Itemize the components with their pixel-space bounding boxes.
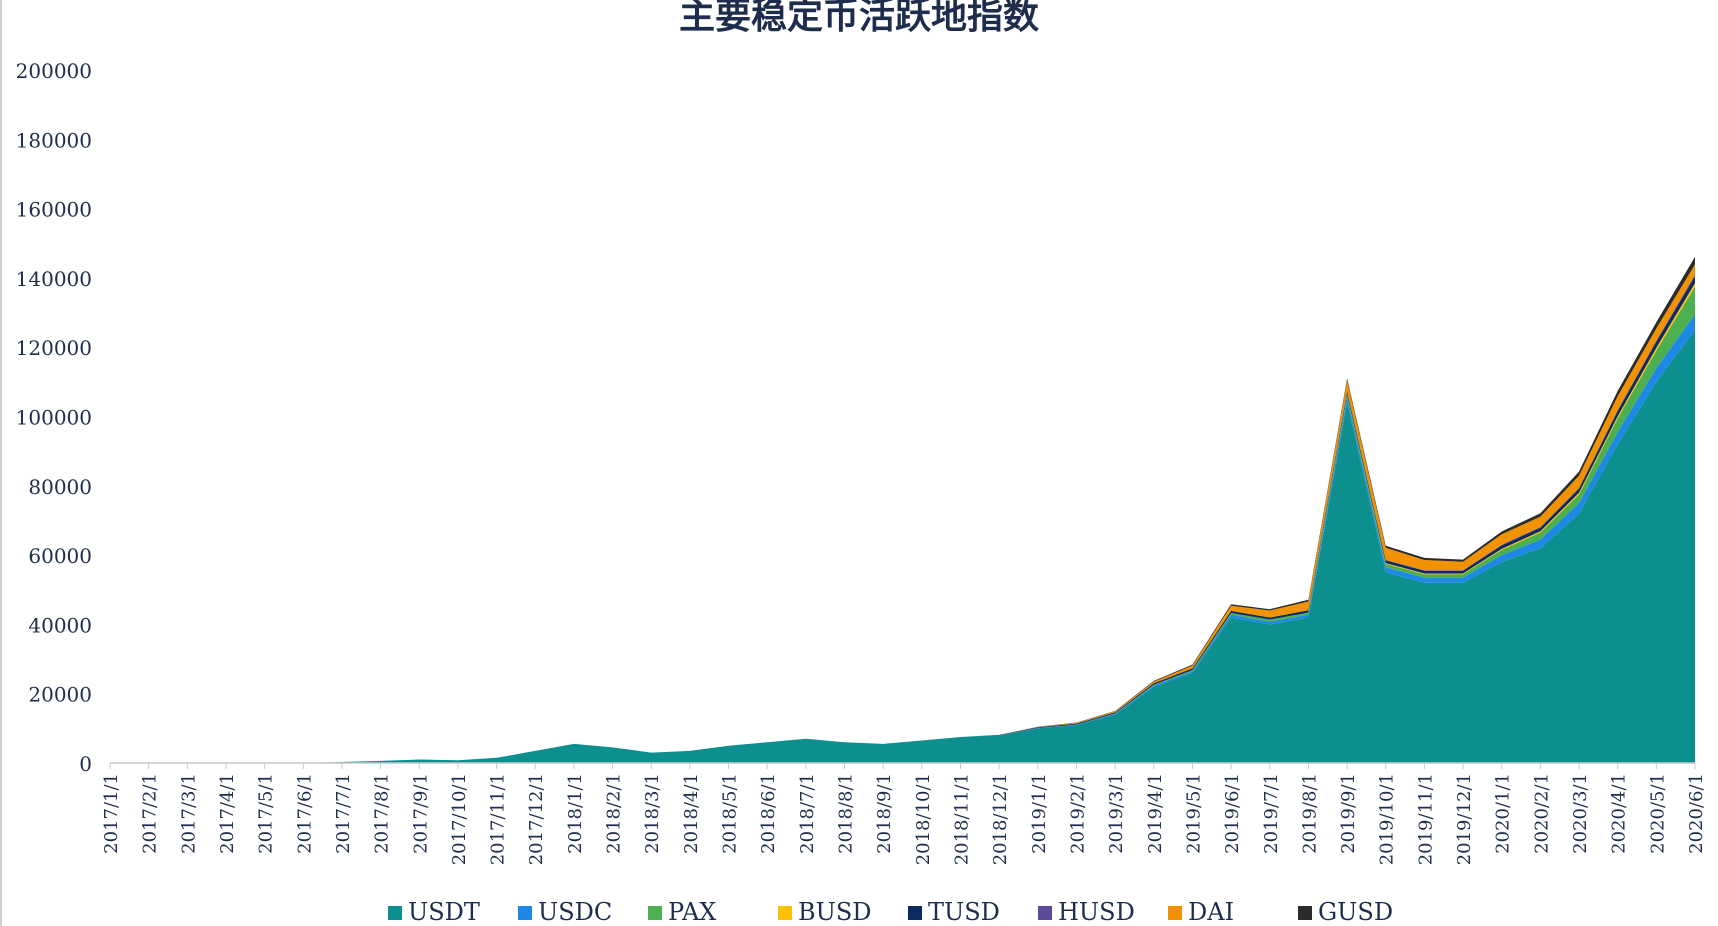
x-tick-label: 2019/12/1 <box>1454 773 1475 865</box>
x-tick-label: 2018/11/1 <box>952 773 973 865</box>
legend-label-tusd: TUSD <box>928 898 1000 926</box>
x-tick-label: 2019/9/1 <box>1338 773 1359 854</box>
x-tick-label: 2018/6/1 <box>758 773 779 854</box>
legend-swatch-husd <box>1038 906 1052 920</box>
x-tick-label: 2019/2/1 <box>1068 773 1089 854</box>
x-tick-label: 2018/7/1 <box>797 773 818 854</box>
x-tick-label: 2018/12/1 <box>990 773 1011 865</box>
legend-swatch-gusd <box>1298 906 1312 920</box>
x-tick-label: 2017/5/1 <box>256 773 277 854</box>
x-tick-label: 2020/5/1 <box>1647 773 1668 854</box>
x-tick-label: 2018/8/1 <box>836 773 857 854</box>
y-tick-label: 60000 <box>28 544 92 568</box>
y-tick-label: 180000 <box>16 128 92 152</box>
y-tick-label: 40000 <box>28 613 92 637</box>
x-tick-label: 2019/6/1 <box>1222 773 1243 854</box>
x-tick-label: 2017/8/1 <box>372 773 393 854</box>
y-tick-label: 20000 <box>28 683 92 707</box>
x-tick-label: 2018/10/1 <box>913 773 934 865</box>
x-tick-label: 2018/2/1 <box>604 773 625 854</box>
x-tick-label: 2018/3/1 <box>642 773 663 854</box>
legend-swatch-pax <box>648 906 662 920</box>
legend: USDT USDC PAX BUSD TUSD HUSD DAI GUSD <box>388 898 1393 926</box>
y-tick-label: 80000 <box>28 475 92 499</box>
x-tick-label: 2020/6/1 <box>1686 773 1707 854</box>
x-tick-label: 2017/1/1 <box>101 773 122 854</box>
x-tick-label: 2019/11/1 <box>1415 773 1436 865</box>
x-tick-label: 2017/12/1 <box>526 773 547 865</box>
legend-label-gusd: GUSD <box>1318 898 1393 926</box>
x-tick-label: 2019/10/1 <box>1377 773 1398 865</box>
x-tick-label: 2018/9/1 <box>874 773 895 854</box>
y-tick-label: 200000 <box>16 59 92 83</box>
x-tick-label: 2018/1/1 <box>565 773 586 854</box>
y-tick-label: 160000 <box>16 198 92 222</box>
x-tick-label: 2019/3/1 <box>1106 773 1127 854</box>
x-tick-label: 2018/5/1 <box>720 773 741 854</box>
x-tick-label: 2020/2/1 <box>1531 773 1552 854</box>
left-frame-border <box>0 0 2 926</box>
x-tick-label: 2017/11/1 <box>488 773 509 865</box>
x-tick-label: 2020/4/1 <box>1609 773 1630 854</box>
x-tick-label: 2017/9/1 <box>410 773 431 854</box>
x-tick-label: 2017/4/1 <box>217 773 238 854</box>
y-tick-label: 0 <box>79 752 92 776</box>
legend-label-dai: DAI <box>1188 898 1234 926</box>
legend-label-usdt: USDT <box>408 898 480 926</box>
y-tick-label: 140000 <box>16 267 92 291</box>
chart-title: 主要稳定币活跃地指数 <box>679 0 1039 37</box>
legend-label-busd: BUSD <box>798 898 872 926</box>
x-tick-label: 2019/4/1 <box>1145 773 1166 854</box>
x-tick-label: 2019/7/1 <box>1261 773 1282 854</box>
x-tick-label: 2017/6/1 <box>294 773 315 854</box>
legend-swatch-usdc <box>518 906 532 920</box>
legend-label-pax: PAX <box>668 898 716 926</box>
x-tick-label: 2020/1/1 <box>1493 773 1514 854</box>
x-tick-label: 2020/3/1 <box>1570 773 1591 854</box>
x-tick-label: 2019/8/1 <box>1299 773 1320 854</box>
axes: 2000001800001600001400001200001000008000… <box>16 59 1707 865</box>
x-tick-label: 2017/7/1 <box>333 773 354 854</box>
x-tick-label: 2018/4/1 <box>681 773 702 854</box>
legend-label-husd: HUSD <box>1058 898 1135 926</box>
legend-swatch-dai <box>1168 906 1182 920</box>
plot-area <box>110 256 1695 763</box>
x-tick-label: 2019/5/1 <box>1183 773 1204 854</box>
x-tick-label: 2017/3/1 <box>178 773 199 854</box>
legend-label-usdc: USDC <box>538 898 612 926</box>
legend-swatch-usdt <box>388 906 402 920</box>
x-tick-label: 2019/1/1 <box>1029 773 1050 854</box>
y-tick-label: 120000 <box>16 336 92 360</box>
series-area-usdt <box>110 329 1695 763</box>
legend-swatch-tusd <box>908 906 922 920</box>
x-tick-label: 2017/2/1 <box>140 773 161 854</box>
x-tick-label: 2017/10/1 <box>449 773 470 865</box>
legend-swatch-busd <box>778 906 792 920</box>
y-tick-label: 100000 <box>16 406 92 430</box>
